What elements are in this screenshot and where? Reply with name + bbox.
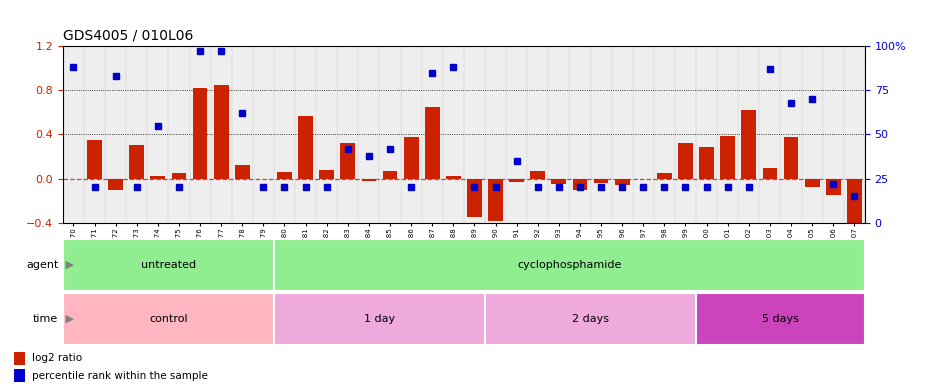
Bar bbox=[530, 171, 545, 179]
Bar bbox=[130, 146, 144, 179]
Text: cyclophosphamide: cyclophosphamide bbox=[517, 260, 622, 270]
Bar bbox=[274, 293, 485, 344]
Bar bbox=[235, 166, 250, 179]
Bar bbox=[63, 293, 274, 344]
Text: 2 days: 2 days bbox=[572, 314, 609, 324]
Bar bbox=[847, 179, 862, 228]
Bar bbox=[615, 179, 630, 185]
Bar bbox=[108, 179, 123, 190]
Bar bbox=[340, 143, 355, 179]
Bar bbox=[192, 88, 207, 179]
Bar bbox=[551, 179, 566, 184]
Bar bbox=[699, 147, 714, 179]
Bar bbox=[510, 179, 524, 182]
Bar bbox=[696, 293, 865, 344]
Bar bbox=[594, 179, 609, 183]
Bar bbox=[403, 137, 418, 179]
Bar bbox=[721, 136, 735, 179]
Bar bbox=[14, 352, 26, 365]
Text: ▶: ▶ bbox=[62, 314, 74, 324]
Bar bbox=[762, 167, 777, 179]
Text: 5 days: 5 days bbox=[762, 314, 799, 324]
Text: control: control bbox=[149, 314, 188, 324]
Text: GDS4005 / 010L06: GDS4005 / 010L06 bbox=[63, 28, 193, 42]
Bar bbox=[485, 293, 696, 344]
Bar bbox=[425, 107, 439, 179]
Bar bbox=[298, 116, 313, 179]
Bar bbox=[14, 369, 26, 382]
Text: untreated: untreated bbox=[141, 260, 196, 270]
Bar bbox=[488, 179, 503, 220]
Bar bbox=[678, 143, 693, 179]
Bar bbox=[383, 171, 398, 179]
Bar bbox=[319, 170, 334, 179]
Bar bbox=[783, 137, 798, 179]
Bar bbox=[826, 179, 841, 195]
Bar bbox=[274, 239, 865, 291]
Bar bbox=[214, 85, 228, 179]
Bar bbox=[172, 173, 186, 179]
Bar bbox=[87, 140, 102, 179]
Bar bbox=[151, 176, 166, 179]
Text: 1 day: 1 day bbox=[364, 314, 395, 324]
Bar bbox=[573, 179, 587, 190]
Bar bbox=[278, 172, 292, 179]
Text: agent: agent bbox=[26, 260, 58, 270]
Bar bbox=[467, 179, 482, 217]
Bar bbox=[657, 173, 672, 179]
Bar bbox=[362, 179, 376, 181]
Text: ▶: ▶ bbox=[62, 260, 74, 270]
Bar bbox=[805, 179, 820, 187]
Text: percentile rank within the sample: percentile rank within the sample bbox=[32, 371, 208, 381]
Text: log2 ratio: log2 ratio bbox=[32, 353, 82, 363]
Bar bbox=[446, 176, 461, 179]
Text: time: time bbox=[33, 314, 58, 324]
Bar bbox=[742, 110, 756, 179]
Bar bbox=[63, 239, 274, 291]
